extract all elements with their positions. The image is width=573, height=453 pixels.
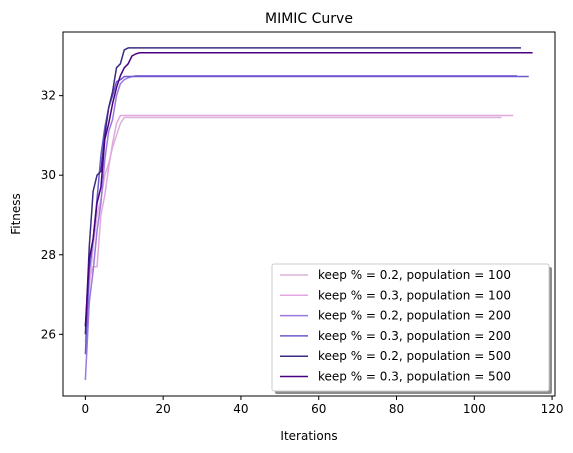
legend: keep % = 0.2, population = 100 keep % = 0… [271,263,552,394]
y-axis-label: Fitness [9,193,23,235]
x-axis-label: Iterations [280,429,337,443]
legend-box [271,263,550,392]
x-tick-label: 80 [389,402,404,416]
x-axis: 0 20 40 60 80 100 120 [82,396,564,416]
x-tick-label: 0 [82,402,90,416]
x-tick-label: 100 [463,402,486,416]
x-tick-label: 120 [541,402,564,416]
x-tick-label: 60 [311,402,326,416]
x-tick-label: 40 [233,402,248,416]
plot-area-frame [62,31,556,397]
x-tick-label: 20 [156,402,171,416]
y-axis: 26 28 30 32 [41,89,63,341]
legend-label-3: keep % = 0.2, population = 200 [318,309,511,323]
series-lines [84,47,533,381]
series-line-2 [84,114,514,327]
chart-title: MIMIC Curve [265,11,353,27]
series-line-5 [84,47,521,335]
legend-label-1: keep % = 0.2, population = 100 [318,268,511,282]
y-tick-label: 26 [41,327,56,341]
legend-label-6: keep % = 0.3, population = 500 [318,370,511,384]
legend-label-5: keep % = 0.2, population = 500 [318,349,511,363]
series-line-6 [84,51,533,327]
legend-label-4: keep % = 0.3, population = 200 [318,329,511,343]
y-tick-label: 30 [41,168,56,182]
y-tick-label: 28 [41,248,56,262]
y-tick-label: 32 [41,89,56,103]
legend-label-2: keep % = 0.3, population = 100 [318,288,511,302]
